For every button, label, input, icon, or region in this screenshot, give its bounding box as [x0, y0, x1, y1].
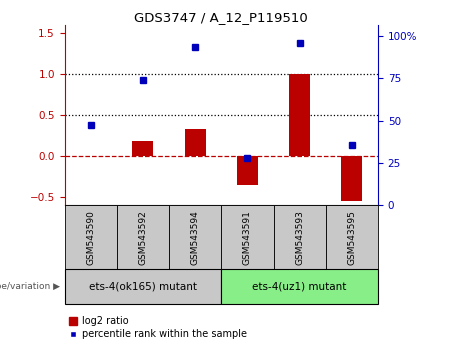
Text: GSM543592: GSM543592	[138, 210, 148, 265]
Text: genotype/variation ▶: genotype/variation ▶	[0, 282, 60, 291]
Text: GSM543595: GSM543595	[348, 210, 356, 265]
Text: GSM543590: GSM543590	[86, 210, 95, 265]
Bar	[221, 205, 273, 269]
Text: GSM543593: GSM543593	[295, 210, 304, 265]
Bar	[185, 129, 206, 156]
Bar	[326, 205, 378, 269]
Bar	[289, 74, 310, 156]
Bar	[65, 269, 221, 304]
Text: ets-4(ok165) mutant: ets-4(ok165) mutant	[89, 282, 197, 292]
Bar	[117, 205, 169, 269]
Title: GDS3747 / A_12_P119510: GDS3747 / A_12_P119510	[135, 11, 308, 24]
Bar	[342, 156, 362, 201]
Bar	[221, 269, 378, 304]
Bar	[132, 141, 154, 156]
Bar	[169, 205, 221, 269]
Bar	[237, 156, 258, 185]
Bar	[65, 205, 117, 269]
Text: GSM543594: GSM543594	[191, 210, 200, 265]
Legend: log2 ratio, percentile rank within the sample: log2 ratio, percentile rank within the s…	[70, 316, 247, 339]
Text: GSM543591: GSM543591	[243, 210, 252, 265]
Text: ets-4(uz1) mutant: ets-4(uz1) mutant	[253, 282, 347, 292]
Bar	[273, 205, 326, 269]
